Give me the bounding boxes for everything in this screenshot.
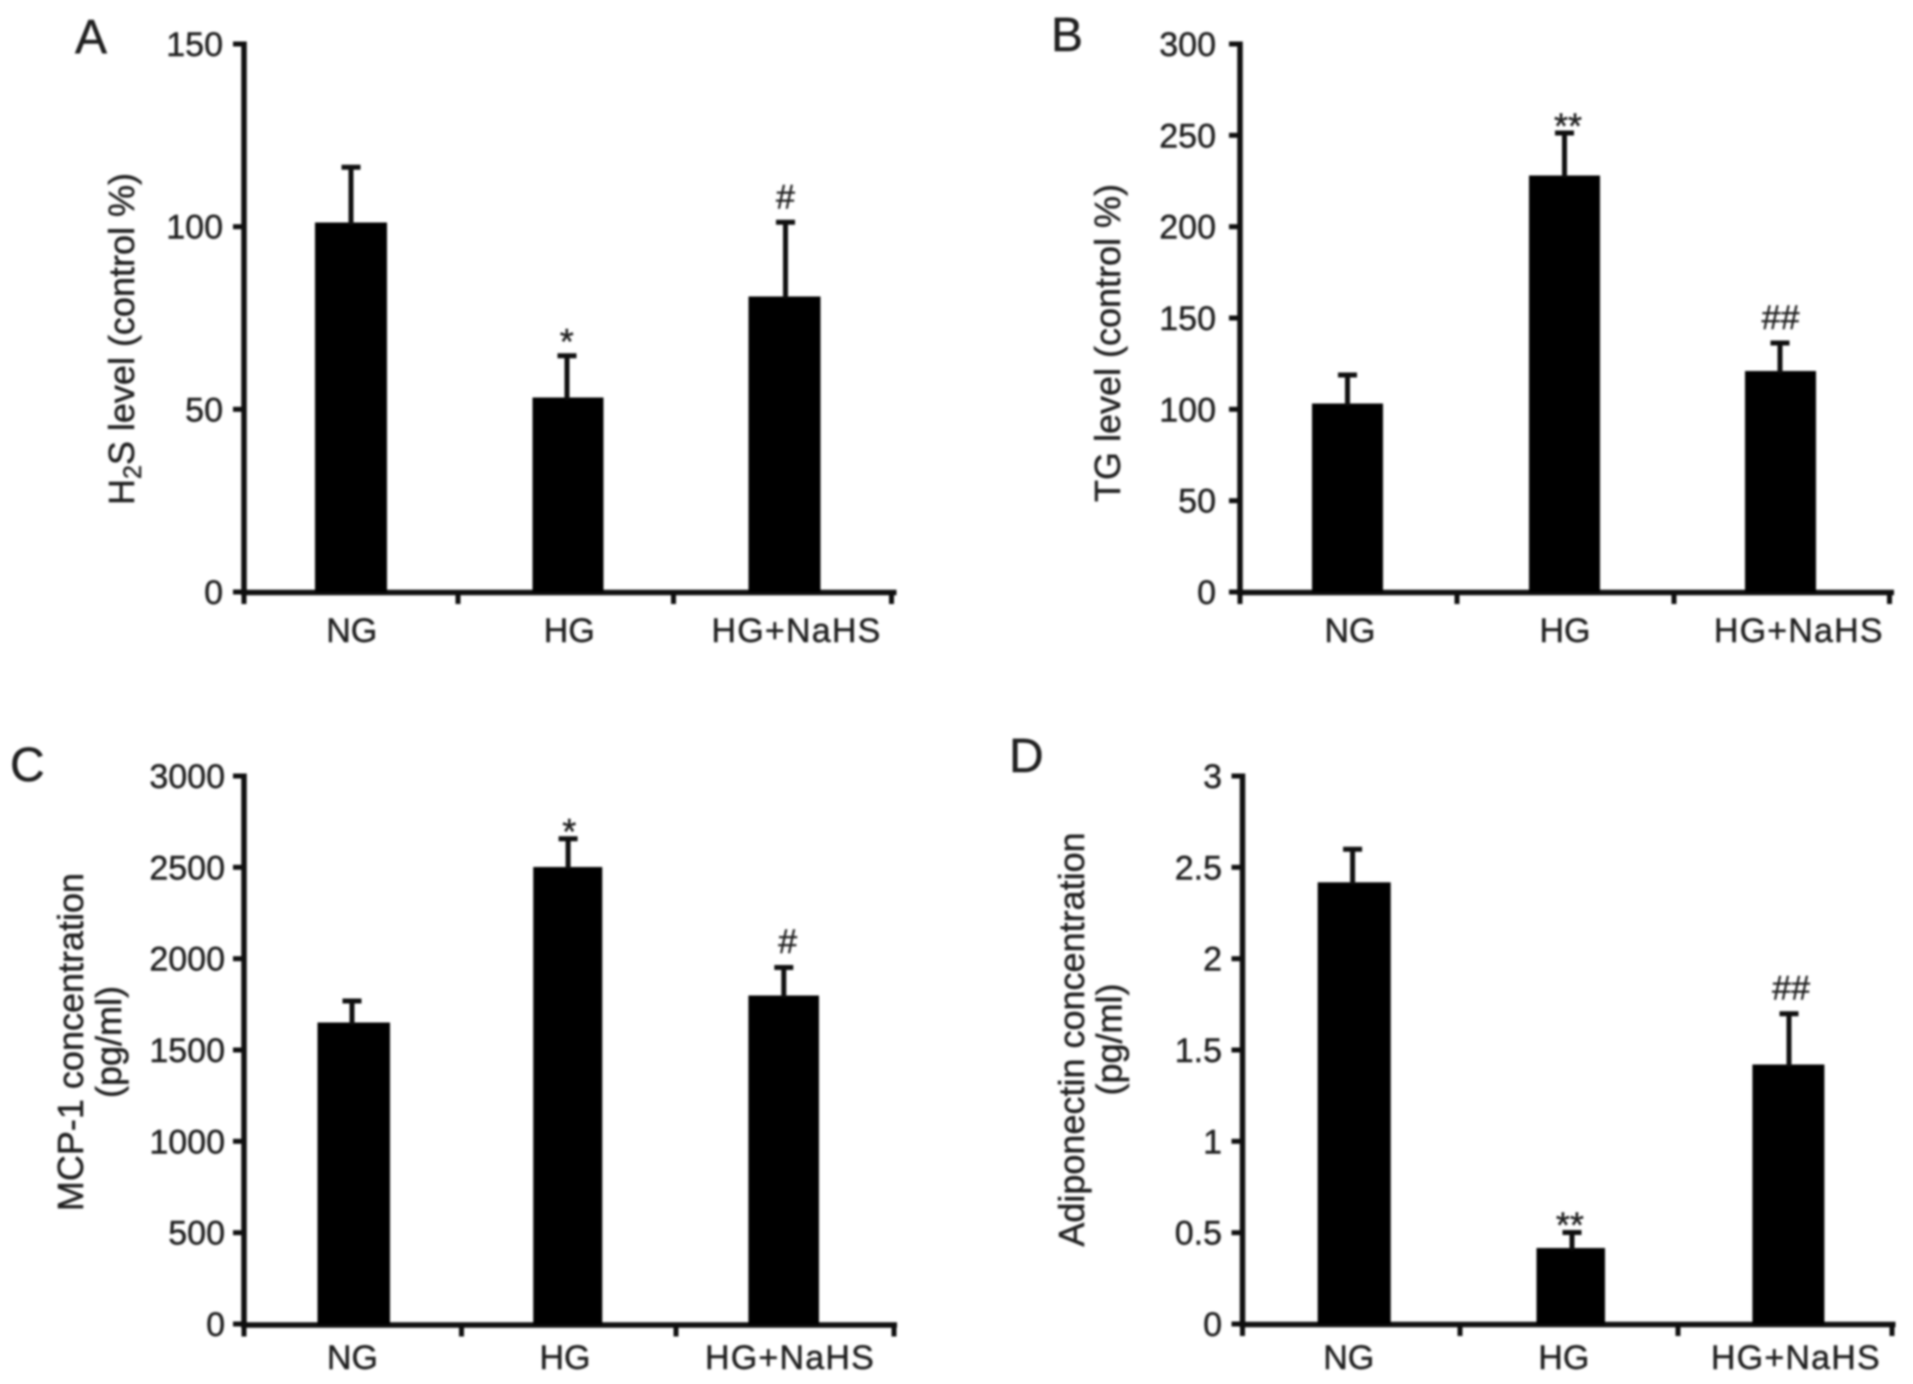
- svg-text:H2S level (control %): H2S level (control %): [101, 173, 147, 505]
- svg-text:2000: 2000: [149, 941, 225, 979]
- svg-text:50: 50: [185, 391, 223, 429]
- svg-text:150: 150: [166, 26, 223, 64]
- svg-text:**: **: [1556, 1205, 1584, 1246]
- svg-text:HG+NaHS: HG+NaHS: [1711, 1339, 1881, 1377]
- svg-text:1.5: 1.5: [1175, 1032, 1222, 1070]
- svg-text:1500: 1500: [149, 1032, 225, 1070]
- svg-text:1: 1: [1203, 1123, 1222, 1161]
- svg-text:(pg/ml): (pg/ml): [1089, 983, 1130, 1095]
- svg-text:150: 150: [1159, 300, 1216, 338]
- svg-text:250: 250: [1159, 117, 1216, 155]
- svg-text:HG: HG: [1538, 1339, 1589, 1377]
- svg-text:D: D: [1009, 730, 1044, 783]
- svg-text:HG: HG: [540, 1339, 591, 1377]
- svg-text:0.5: 0.5: [1175, 1215, 1222, 1253]
- svg-text:HG: HG: [544, 612, 595, 650]
- svg-text:#: #: [778, 923, 797, 961]
- svg-text:B: B: [1051, 9, 1083, 62]
- svg-text:2.5: 2.5: [1175, 849, 1222, 887]
- svg-text:500: 500: [168, 1215, 225, 1253]
- svg-text:#: #: [776, 179, 795, 217]
- svg-text:##: ##: [1762, 299, 1800, 337]
- svg-text:##: ##: [1772, 969, 1810, 1007]
- svg-text:MCP-1 concentration: MCP-1 concentration: [50, 873, 91, 1211]
- svg-text:0: 0: [1197, 574, 1216, 612]
- svg-text:100: 100: [166, 209, 223, 247]
- svg-text:3000: 3000: [149, 758, 225, 796]
- svg-text:300: 300: [1159, 26, 1216, 64]
- svg-text:1000: 1000: [149, 1123, 225, 1161]
- svg-text:Adiponectin concentration: Adiponectin concentration: [1051, 832, 1092, 1246]
- svg-text:HG+NaHS: HG+NaHS: [705, 1339, 875, 1377]
- svg-text:HG: HG: [1540, 612, 1591, 650]
- svg-text:NG: NG: [326, 612, 377, 650]
- svg-text:(pg/ml): (pg/ml): [88, 986, 129, 1098]
- svg-text:100: 100: [1159, 391, 1216, 429]
- svg-text:A: A: [75, 11, 107, 64]
- svg-text:*: *: [560, 321, 574, 362]
- svg-text:3: 3: [1203, 758, 1222, 796]
- svg-text:TG level (control %): TG level (control %): [1087, 184, 1128, 502]
- svg-text:0: 0: [1203, 1306, 1222, 1344]
- svg-text:0: 0: [206, 1306, 225, 1344]
- svg-text:*: *: [562, 811, 576, 852]
- svg-text:C: C: [10, 739, 45, 792]
- svg-text:NG: NG: [1325, 612, 1376, 650]
- svg-text:NG: NG: [1323, 1339, 1374, 1377]
- svg-text:NG: NG: [327, 1339, 378, 1377]
- svg-text:200: 200: [1159, 209, 1216, 247]
- svg-text:2500: 2500: [149, 849, 225, 887]
- svg-text:50: 50: [1178, 483, 1216, 521]
- svg-text:HG+NaHS: HG+NaHS: [712, 612, 882, 650]
- svg-text:**: **: [1554, 106, 1582, 147]
- svg-text:2: 2: [1203, 941, 1222, 979]
- svg-text:HG+NaHS: HG+NaHS: [1714, 612, 1884, 650]
- svg-text:0: 0: [204, 574, 223, 612]
